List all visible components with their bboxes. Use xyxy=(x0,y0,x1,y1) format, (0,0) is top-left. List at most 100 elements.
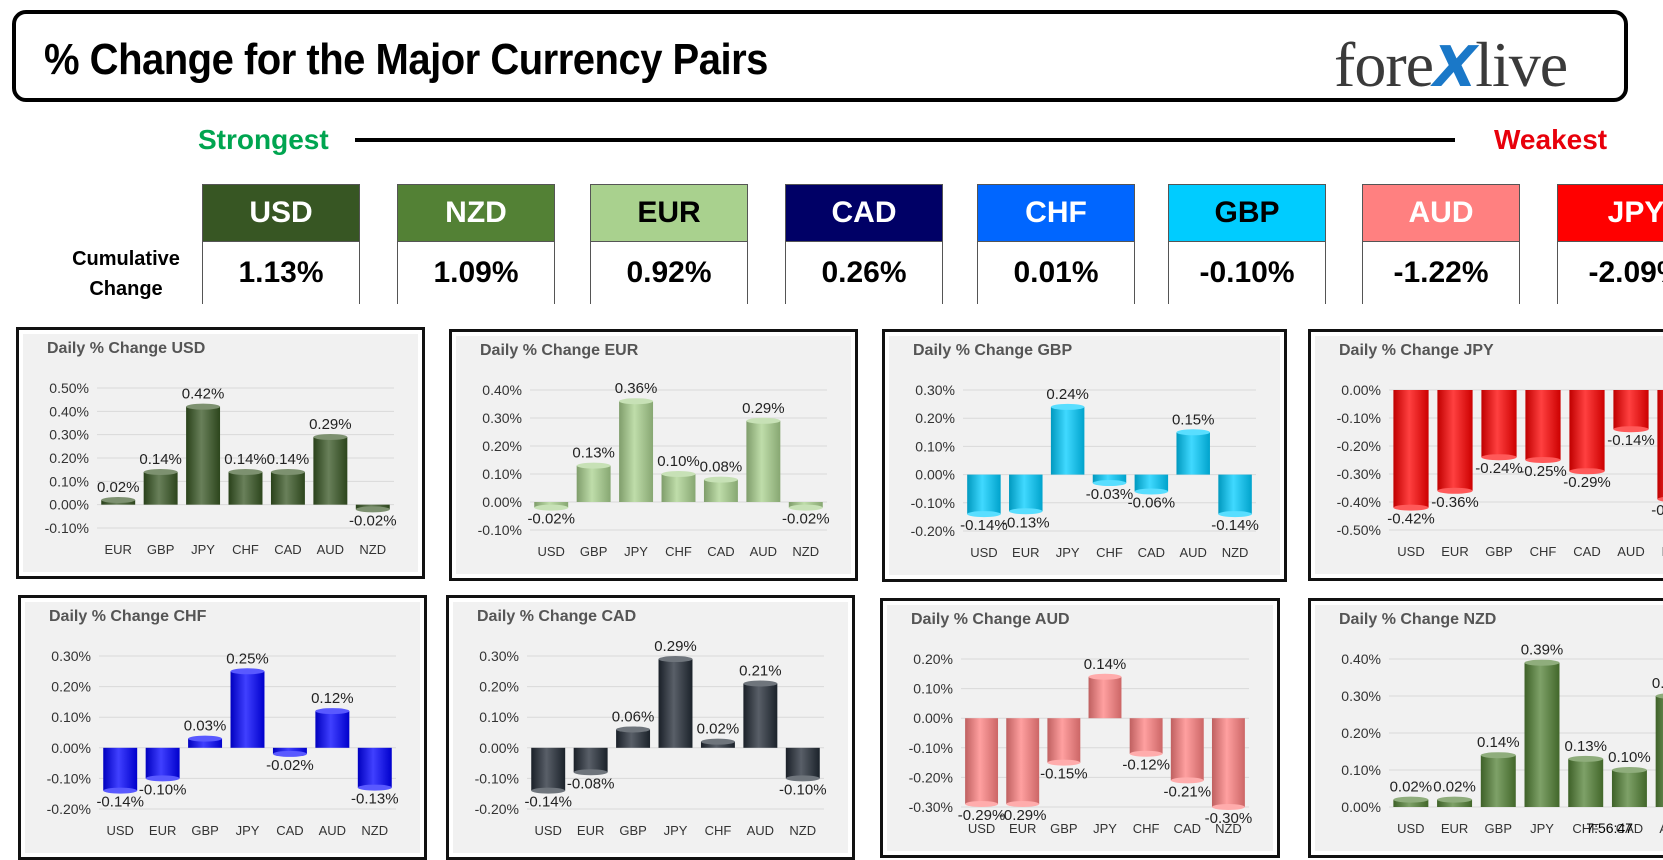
bar-chf xyxy=(661,474,696,502)
data-label: -0.08% xyxy=(567,775,615,792)
x-tick-label: CAD xyxy=(1174,821,1201,836)
bar-aud xyxy=(1613,390,1649,430)
bar-gbp xyxy=(1480,755,1516,807)
bar-cap xyxy=(230,668,265,675)
page-title: % Change for the Major Currency Pairs xyxy=(44,36,768,84)
bar-aud xyxy=(315,711,350,748)
data-label: 0.42% xyxy=(182,386,225,403)
y-tick-label: -0.20% xyxy=(475,801,519,817)
y-tick-label: 0.50% xyxy=(49,380,89,396)
bar-aud xyxy=(1176,432,1210,475)
bar-cap xyxy=(1006,801,1040,808)
data-label: 0.39% xyxy=(1521,642,1564,659)
bar-eur xyxy=(1006,718,1040,805)
currency-cumulative-value: 0.01% xyxy=(978,242,1134,304)
timestamp: 7:56:47 xyxy=(1586,820,1633,836)
bar-cap xyxy=(703,476,738,483)
bar-eur xyxy=(1009,474,1043,512)
bar-cap xyxy=(1134,488,1169,495)
x-tick-label: CAD xyxy=(274,542,301,557)
x-tick-label: GBP xyxy=(619,823,646,838)
bar-cap xyxy=(1092,480,1127,487)
bar-cap xyxy=(743,680,778,687)
bar-gbp xyxy=(1481,390,1517,458)
y-tick-label: -0.30% xyxy=(1337,466,1381,482)
currency-box-aud: AUD -1.22% xyxy=(1362,184,1520,304)
bar-eur xyxy=(145,747,180,779)
bar-cap xyxy=(1129,750,1163,757)
y-tick-label: 0.20% xyxy=(1341,725,1381,741)
bar-nzd xyxy=(1211,718,1245,807)
x-tick-label: GBP xyxy=(147,542,174,557)
x-tick-label: NZD xyxy=(359,542,386,557)
data-label: -0.10% xyxy=(779,781,827,798)
chart-title: Daily % Change USD xyxy=(47,340,206,357)
data-label: -0.29% xyxy=(958,807,1006,824)
bar-usd xyxy=(1393,390,1429,508)
bar-nzd xyxy=(785,747,820,779)
bar-nzd xyxy=(1657,390,1663,500)
data-label: -0.03% xyxy=(1086,486,1134,503)
bar-chf xyxy=(1568,758,1604,807)
x-tick-label: NZD xyxy=(361,823,388,838)
currency-cumulative-value: 1.13% xyxy=(203,242,359,304)
logo-x: X xyxy=(1426,35,1483,100)
data-label: 0.30% xyxy=(1652,675,1663,692)
x-tick-label: USD xyxy=(537,544,564,559)
y-tick-label: 0.30% xyxy=(915,382,955,398)
x-tick-label: USD xyxy=(106,823,133,838)
chart-svg: 0.30% 0.20% 0.10% 0.00% -0.10% -0.20% -0.14% US… xyxy=(911,382,1259,560)
y-tick-label: -0.30% xyxy=(909,799,953,815)
currency-box-nzd: NZD 1.09% xyxy=(397,184,555,304)
chart-title: Daily % Change CAD xyxy=(477,608,637,625)
bar-cap xyxy=(313,434,348,440)
chart-title: Daily % Change JPY xyxy=(1339,342,1494,359)
currency-box-usd: USD 1.13% xyxy=(202,184,360,304)
y-tick-label: -0.10% xyxy=(475,770,519,786)
bar-cap xyxy=(355,506,390,513)
bar-cap xyxy=(965,801,999,808)
bar-jpy xyxy=(1050,406,1085,475)
bar-cap xyxy=(1393,504,1429,511)
bar-cap xyxy=(188,735,223,742)
bar-chf xyxy=(1092,474,1127,484)
bar-jpy xyxy=(1524,662,1560,807)
data-label: 0.21% xyxy=(739,663,782,680)
x-tick-label: CAD xyxy=(1616,821,1643,836)
x-tick-label: GBP xyxy=(1485,544,1512,559)
x-tick-label: USD xyxy=(968,821,995,836)
currency-box-chf: CHF 0.01% xyxy=(977,184,1135,304)
chart-panel-nzd: Daily % Change NZD 0.40% 0.30% 0.20% 0.10% 0.… xyxy=(1308,598,1663,858)
chart-panel-aud: Daily % Change AUD 0.20% 0.10% 0.00% -0.10% -… xyxy=(880,598,1280,858)
chart-svg: 0.50% 0.40% 0.30% 0.20% 0.10% 0.00% -0.10% 0.02… xyxy=(45,380,397,557)
plot-area xyxy=(889,336,1280,575)
x-tick-label: USD xyxy=(970,545,997,560)
data-label: -0.02% xyxy=(782,511,830,528)
bar-cap xyxy=(1524,659,1560,666)
bar-chf xyxy=(1129,718,1163,754)
x-tick-label: EUR xyxy=(104,542,131,557)
y-tick-label: 0.20% xyxy=(49,450,89,466)
y-tick-label: -0.20% xyxy=(911,523,955,539)
bar-cap xyxy=(1480,752,1516,759)
data-label: -0.25% xyxy=(1519,463,1567,480)
chart-title: Daily % Change GBP xyxy=(913,342,1073,359)
currency-cumulative-value: 0.92% xyxy=(591,242,747,304)
y-tick-label: 0.20% xyxy=(915,410,955,426)
y-tick-label: 0.10% xyxy=(913,681,953,697)
bar-gbp xyxy=(143,472,178,505)
currency-code: AUD xyxy=(1363,185,1519,242)
bar-cap xyxy=(143,469,178,475)
currency-box-cad: CAD 0.26% xyxy=(785,184,943,304)
cumulative-label-line2: Change xyxy=(89,278,163,300)
x-tick-label: CHF xyxy=(232,542,259,557)
x-tick-label: AUD xyxy=(319,823,346,838)
data-label: -0.36% xyxy=(1431,494,1479,511)
currency-cumulative-value: -0.10% xyxy=(1169,242,1325,304)
bar-cap xyxy=(1176,429,1210,436)
chart-svg: 0.30% 0.20% 0.10% 0.00% -0.10% -0.20% -0.14% US… xyxy=(475,638,827,838)
y-tick-label: -0.20% xyxy=(909,769,953,785)
data-label: -0.14% xyxy=(1607,432,1655,449)
x-tick-label: NZD xyxy=(792,544,819,559)
bar-cap xyxy=(1611,767,1647,773)
